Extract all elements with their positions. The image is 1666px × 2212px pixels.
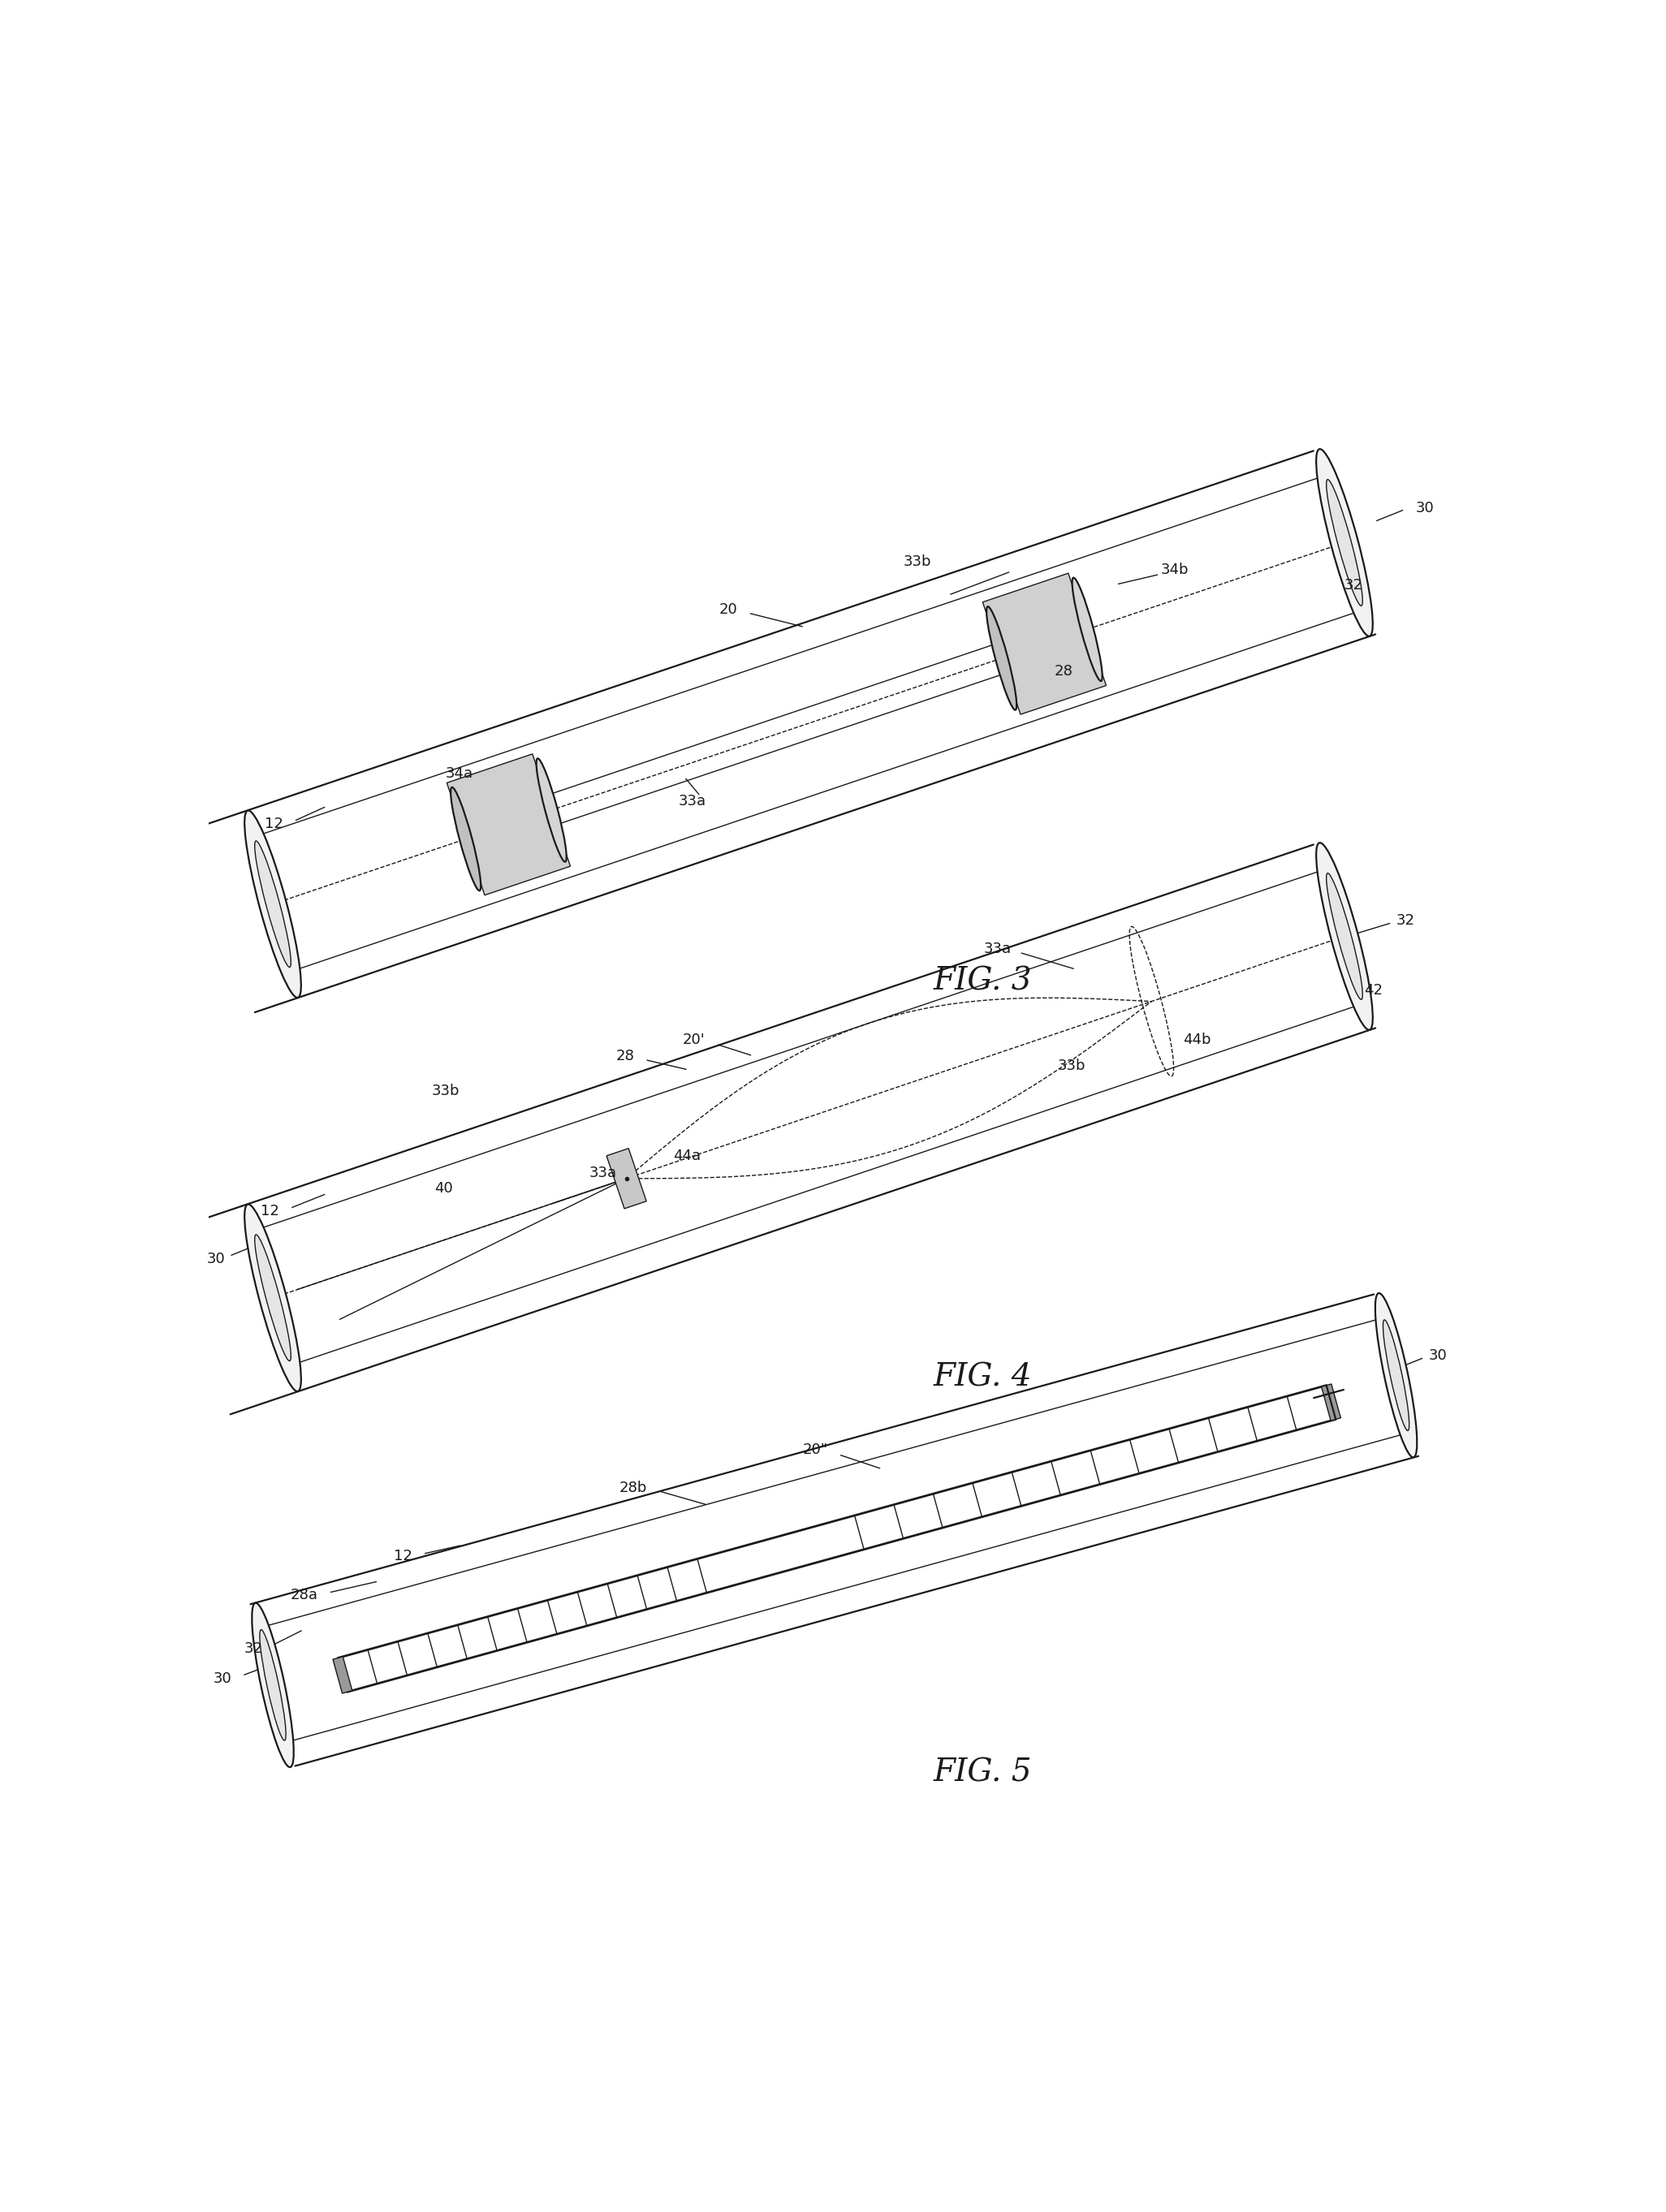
Text: 20': 20'	[683, 1033, 705, 1046]
Ellipse shape	[255, 841, 292, 967]
Ellipse shape	[451, 787, 481, 891]
Ellipse shape	[986, 606, 1016, 710]
Ellipse shape	[1316, 843, 1373, 1031]
Polygon shape	[1321, 1385, 1341, 1420]
Text: 32: 32	[1396, 914, 1414, 929]
Ellipse shape	[1326, 874, 1363, 1000]
Ellipse shape	[536, 759, 566, 863]
Ellipse shape	[255, 1234, 292, 1360]
Text: 33b: 33b	[903, 555, 931, 568]
Text: 12: 12	[260, 1203, 280, 1219]
Text: 42: 42	[1364, 984, 1383, 998]
Text: 30: 30	[1428, 1349, 1446, 1363]
Ellipse shape	[1374, 1294, 1418, 1458]
Text: 12: 12	[393, 1548, 412, 1564]
Polygon shape	[606, 1148, 646, 1208]
Text: 28a: 28a	[290, 1588, 318, 1601]
Ellipse shape	[1073, 577, 1103, 681]
Text: 34b: 34b	[1161, 562, 1190, 577]
Text: FIG. 5: FIG. 5	[933, 1759, 1033, 1787]
Text: 28b: 28b	[620, 1480, 646, 1495]
Text: 30: 30	[1416, 500, 1434, 515]
Text: 33a: 33a	[590, 1166, 616, 1179]
Text: 33b: 33b	[1058, 1057, 1086, 1073]
Text: 20: 20	[720, 602, 738, 617]
Text: 28: 28	[616, 1048, 635, 1064]
Text: FIG. 3: FIG. 3	[933, 967, 1033, 998]
Ellipse shape	[1326, 480, 1363, 606]
Text: 28: 28	[1055, 664, 1073, 679]
Text: 30: 30	[213, 1672, 232, 1686]
Text: 32: 32	[243, 1641, 263, 1657]
Ellipse shape	[245, 810, 302, 998]
Text: 44b: 44b	[1183, 1033, 1211, 1046]
Ellipse shape	[252, 1604, 293, 1767]
Text: 12: 12	[265, 816, 283, 832]
Text: 32: 32	[1344, 577, 1363, 593]
Ellipse shape	[260, 1630, 287, 1741]
Ellipse shape	[245, 1203, 302, 1391]
Text: 40: 40	[435, 1181, 453, 1194]
Text: 20": 20"	[803, 1442, 828, 1458]
Ellipse shape	[1316, 449, 1373, 637]
Text: FIG. 4: FIG. 4	[933, 1363, 1033, 1394]
Text: 34a: 34a	[445, 765, 473, 781]
Text: 33b: 33b	[431, 1084, 460, 1099]
Text: 30: 30	[207, 1252, 225, 1265]
Polygon shape	[983, 573, 1106, 714]
Text: 44a: 44a	[673, 1148, 701, 1164]
Polygon shape	[446, 754, 570, 896]
Ellipse shape	[1383, 1321, 1409, 1431]
Text: 33a: 33a	[983, 942, 1011, 956]
Text: 33a: 33a	[678, 794, 706, 807]
Polygon shape	[333, 1657, 352, 1694]
